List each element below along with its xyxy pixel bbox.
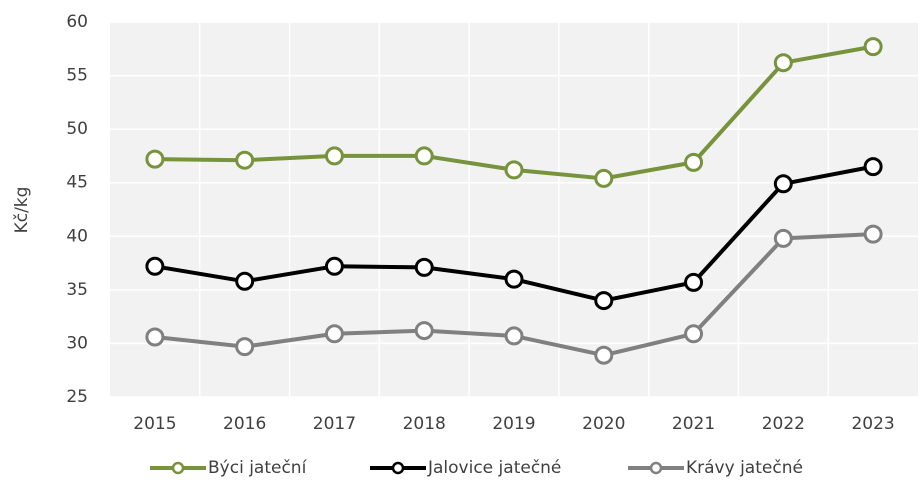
x-tick-label: 2016: [223, 414, 266, 434]
data-point: [684, 152, 704, 172]
data-point: [324, 324, 344, 344]
x-tick-label: 2020: [582, 414, 625, 434]
data-point: [684, 324, 704, 344]
data-point: [594, 291, 614, 311]
data-point: [504, 160, 524, 180]
x-tick-label: 2019: [492, 414, 535, 434]
y-tick-label: 25: [66, 387, 88, 407]
x-tick-label: 2015: [133, 414, 176, 434]
data-point: [863, 157, 883, 177]
data-point: [863, 37, 883, 57]
x-tick-label: 2018: [403, 414, 446, 434]
data-point: [414, 257, 434, 277]
data-point: [773, 53, 793, 73]
data-point: [414, 146, 434, 166]
data-point: [594, 168, 614, 188]
data-point: [504, 326, 524, 346]
legend-label: Krávy jatečné: [686, 458, 803, 478]
data-point: [773, 174, 793, 194]
data-point: [863, 224, 883, 244]
data-point: [324, 146, 344, 166]
data-point: [235, 271, 255, 291]
data-point: [145, 256, 165, 276]
y-tick-label: 45: [66, 173, 88, 193]
x-tick-label: 2017: [313, 414, 356, 434]
y-tick-label: 30: [66, 333, 88, 353]
x-tick-label: 2023: [851, 414, 894, 434]
data-point: [145, 149, 165, 169]
legend-marker: [171, 461, 185, 475]
y-tick-label: 35: [66, 280, 88, 300]
legend-label: Jalovice jatečné: [427, 458, 561, 478]
data-point: [504, 269, 524, 289]
y-axis-label: Kč/kg: [12, 187, 32, 234]
legend-marker: [649, 461, 663, 475]
data-point: [235, 337, 255, 357]
data-point: [324, 256, 344, 276]
data-point: [684, 272, 704, 292]
y-tick-label: 50: [66, 119, 88, 139]
y-tick-label: 40: [66, 226, 88, 246]
x-tick-label: 2021: [672, 414, 715, 434]
data-point: [414, 321, 434, 341]
legend-marker: [391, 461, 405, 475]
y-tick-label: 60: [66, 12, 88, 32]
data-point: [773, 228, 793, 248]
y-tick-label: 55: [66, 66, 88, 86]
data-point: [235, 150, 255, 170]
x-tick-label: 2022: [762, 414, 805, 434]
data-point: [145, 327, 165, 347]
legend-label: Býci jateční: [208, 458, 308, 478]
data-point: [594, 345, 614, 365]
